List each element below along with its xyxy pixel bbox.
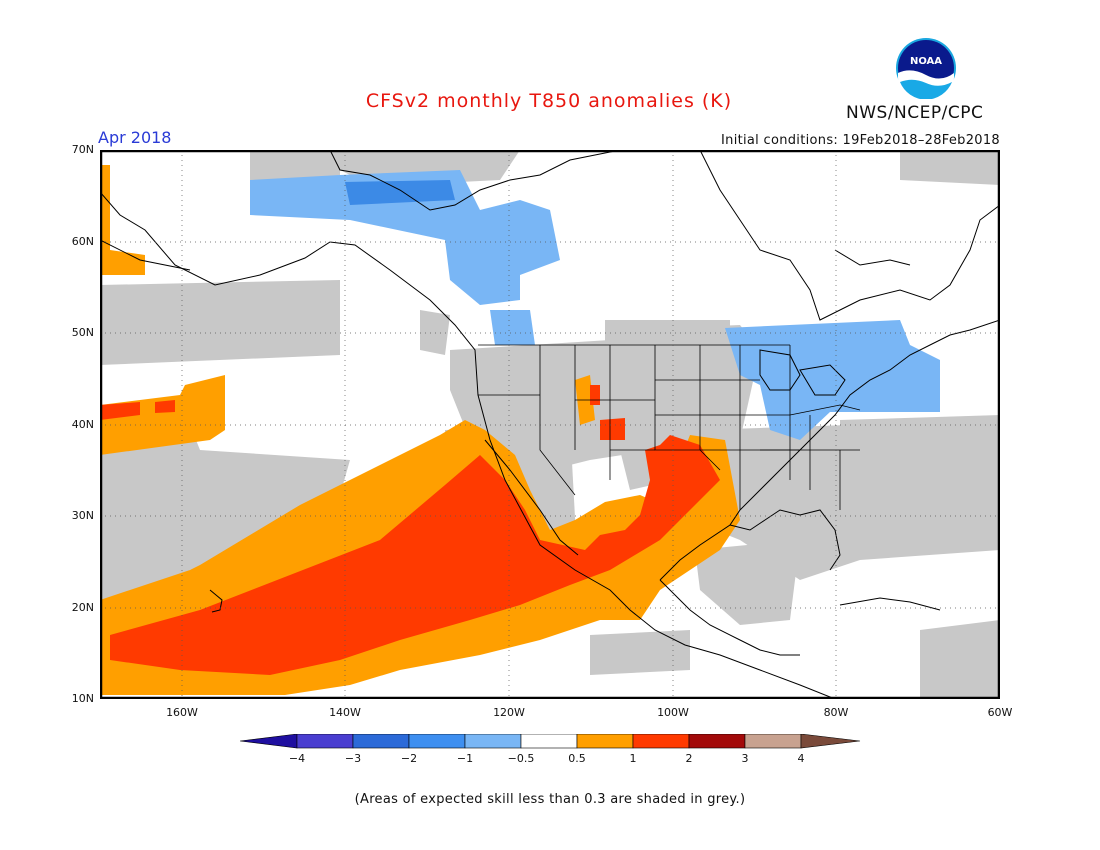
lat-label: 30N (71, 509, 94, 522)
colorbar-label: 3 (741, 752, 749, 765)
noaa-logo: NOAA (896, 38, 956, 99)
colorbar-label: −0.5 (507, 752, 535, 765)
lat-label: 40N (71, 418, 94, 431)
coastlines (100, 150, 1000, 699)
colorbar-label: −4 (288, 752, 306, 765)
lon-label: 100W (657, 706, 689, 719)
colorbar-swatch (464, 734, 522, 749)
colorbar-label: 1 (629, 752, 637, 765)
lon-label: 140W (329, 706, 361, 719)
colorbar-label: −3 (344, 752, 362, 765)
map-frame (100, 150, 1000, 699)
colorbar-swatch (296, 734, 354, 749)
strong-warm-anomaly-regions (100, 385, 720, 675)
colorbar-swatch (800, 734, 861, 749)
skill-note: (Areas of expected skill less than 0.3 a… (354, 792, 746, 807)
lat-label: 60N (71, 235, 94, 248)
colorbar-label: 2 (685, 752, 693, 765)
gridlines (100, 150, 1000, 699)
lon-label: 120W (493, 706, 525, 719)
lat-label: 20N (71, 601, 94, 614)
forecast-period: Apr 2018 (98, 128, 172, 147)
colorbar-swatch (240, 734, 298, 749)
colorbar-swatch (352, 734, 410, 749)
lat-label: 10N (71, 692, 94, 705)
chart-title: CFSv2 monthly T850 anomalies (K) (365, 90, 733, 112)
lat-label: 70N (71, 143, 94, 156)
colorbar-swatch (688, 734, 746, 749)
colorbar-swatch (744, 734, 802, 749)
lon-label: 160W (166, 706, 198, 719)
agency-label: NWS/NCEP/CPC (846, 103, 984, 123)
colorbar-label: 4 (797, 752, 805, 765)
political-boundaries (478, 344, 861, 510)
colorbar-label: −2 (400, 752, 418, 765)
colorbar-swatch (520, 734, 578, 749)
lon-label: 60W (987, 706, 1013, 719)
lat-label: 50N (71, 326, 94, 339)
colorbar-swatch (632, 734, 690, 749)
lon-label: 80W (823, 706, 849, 719)
colorbar (240, 734, 861, 749)
cold-anomaly-regions (250, 170, 940, 440)
anomaly-map (100, 150, 1000, 699)
colorbar-swatch (576, 734, 634, 749)
colorbar-label: 0.5 (568, 752, 586, 765)
initial-conditions: Initial conditions: 19Feb2018–28Feb2018 (721, 133, 1000, 148)
svg-text:NOAA: NOAA (910, 56, 942, 67)
colorbar-label: −1 (456, 752, 474, 765)
colorbar-swatch (408, 734, 466, 749)
